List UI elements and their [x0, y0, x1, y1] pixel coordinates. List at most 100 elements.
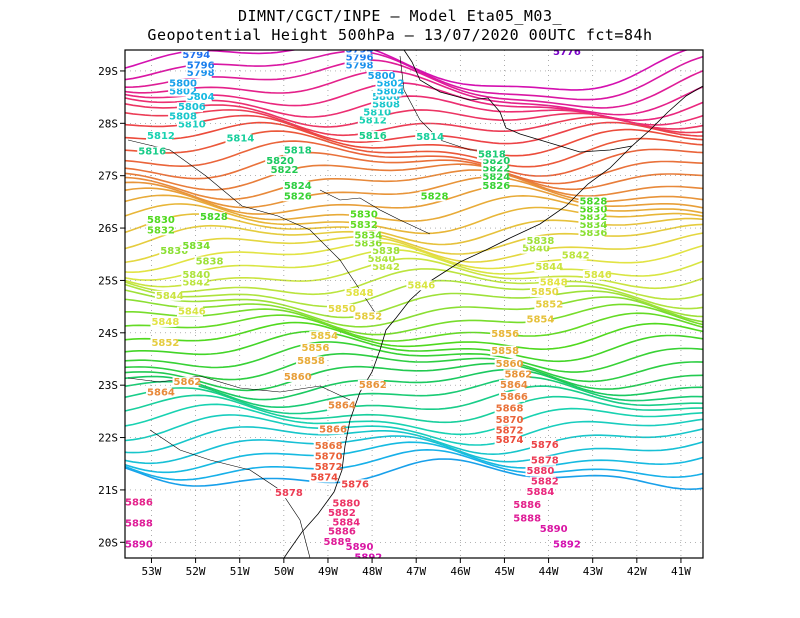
contour-label: 5866: [500, 392, 528, 403]
contour-5842: [125, 268, 703, 301]
contour-label-bg: [366, 254, 393, 265]
contour-label: 5794: [182, 50, 210, 61]
state-border-2: [127, 375, 351, 401]
contour-label-bg: [181, 50, 208, 60]
contour-label: 5862: [359, 380, 387, 391]
contour-label-bg: [551, 539, 578, 550]
contour-label: 5890: [125, 540, 153, 551]
contour-label-bg: [150, 337, 177, 348]
contour-label-bg: [125, 518, 150, 529]
contour-label-bg: [300, 343, 327, 354]
contour-label-bg: [125, 497, 150, 508]
contour-label-bg: [578, 227, 605, 238]
contour-label: 5856: [491, 329, 519, 340]
contour-label: 5812: [147, 131, 175, 142]
contour-label-bg: [154, 290, 181, 301]
state-border-5: [319, 189, 431, 235]
lon-tick-label: 46W: [450, 565, 470, 578]
contour-label: 5796: [346, 52, 374, 63]
contour-label: 5834: [579, 220, 607, 231]
contour-5802: [125, 448, 703, 481]
contour-label: 5806: [372, 92, 400, 103]
contour-label: 5826: [284, 191, 312, 202]
contour-label: 5804: [376, 87, 404, 98]
state-border-3: [149, 429, 311, 558]
contour-label-bg: [481, 171, 508, 182]
contour-label: 5864: [147, 388, 175, 399]
contour-5834: [125, 303, 703, 336]
contour-label-bg: [137, 146, 164, 157]
contour-label: 5850: [328, 304, 356, 315]
contour-5850: [125, 232, 703, 263]
contour-label-bg: [282, 180, 309, 191]
contour-label-bg: [296, 356, 323, 367]
contour-label: 5834: [354, 231, 382, 242]
contour-label-bg: [499, 379, 526, 390]
lon-tick-label: 52W: [186, 565, 206, 578]
contour-label: 5888: [324, 537, 352, 548]
contour-label-bg: [313, 451, 340, 462]
contour-label: 5860: [284, 372, 312, 383]
contour-label-bg: [318, 424, 345, 435]
lat-tick-label: 26S: [98, 222, 118, 235]
contour-label: 5864: [500, 380, 528, 391]
contour-5886: [125, 69, 703, 116]
contour-5858: [125, 194, 703, 222]
contour-label-bg: [534, 261, 561, 272]
contour-label: 5818: [284, 146, 312, 157]
contour-5852: [125, 223, 703, 255]
contour-label: 5848: [151, 317, 179, 328]
contour-label-bg: [331, 498, 358, 509]
contour-label: 5876: [341, 479, 369, 490]
contour-label-bg: [371, 261, 398, 272]
lon-tick-label: 53W: [142, 565, 162, 578]
lon-tick-label: 47W: [406, 565, 426, 578]
contour-label-bg: [512, 513, 539, 524]
contour-label-bg: [181, 50, 208, 52]
contour-label-bg: [375, 86, 402, 97]
lat-tick-label: 29S: [98, 65, 118, 78]
contour-label: 5820: [482, 156, 510, 167]
contour-label-bg: [494, 358, 521, 369]
contour-label-bg: [494, 425, 521, 436]
contour-label-bg: [269, 165, 296, 176]
contour-label-bg: [419, 191, 446, 202]
contour-label: 5826: [482, 181, 510, 192]
contour-label-bg: [494, 434, 521, 445]
map-title-line2: Geopotential Height 500hPa – 13/07/2020 …: [147, 26, 653, 44]
contour-label: 5834: [182, 241, 210, 252]
contour-label-bg: [185, 68, 212, 79]
contour-label-bg: [125, 539, 150, 550]
contour-label-bg: [362, 107, 389, 118]
contour-5868: [125, 151, 703, 185]
contour-label-bg: [578, 196, 605, 207]
contour-5814: [125, 394, 703, 424]
contour-label-bg: [371, 99, 398, 110]
contour-label-bg: [282, 145, 309, 156]
contour-label: 5884: [527, 487, 555, 498]
contour-label-bg: [529, 440, 556, 451]
contour-5820: [125, 368, 703, 401]
lon-tick-label: 48W: [362, 565, 382, 578]
contour-label-bg: [499, 391, 526, 402]
contour-label-bg: [344, 542, 371, 553]
contour-label: 5800: [169, 79, 197, 90]
state-border-1: [127, 139, 381, 321]
contour-label-bg: [185, 91, 212, 102]
contour-label: 5804: [187, 92, 215, 103]
contour-label: 5830: [350, 210, 378, 221]
contour-label: 5824: [284, 181, 312, 192]
contour-label: 5882: [531, 477, 559, 488]
contour-label: 5818: [478, 149, 506, 160]
contour-label: 5854: [310, 331, 338, 342]
contour-5826: [125, 341, 703, 373]
contour-label-bg: [578, 212, 605, 223]
contour-label: 5848: [540, 278, 568, 289]
contour-label-bg: [357, 131, 384, 142]
lon-tick-label: 42W: [627, 565, 647, 578]
contour-label: 5814: [226, 134, 254, 145]
contour-labels: 5890588858865888589058925886588458825880…: [125, 50, 612, 558]
contour-label: 5840: [368, 254, 396, 265]
contour-label-bg: [357, 379, 384, 390]
contour-label: 5888: [513, 513, 541, 524]
